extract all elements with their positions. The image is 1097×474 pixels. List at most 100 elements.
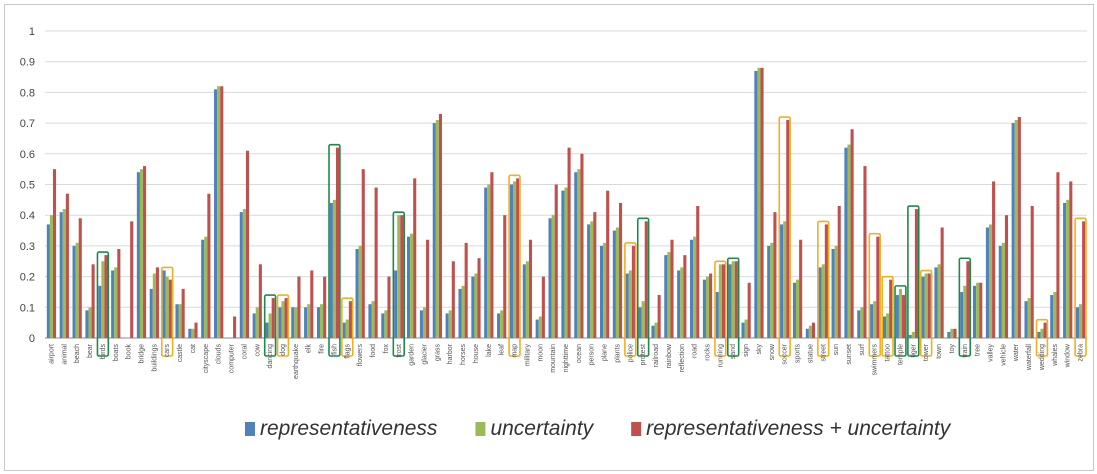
x-tick-label: military [524, 344, 531, 367]
bar-representativeness [548, 218, 552, 338]
bar-representativeness-uncertainty [91, 264, 95, 338]
bar-representativeness [587, 224, 591, 338]
bar-representativeness-uncertainty [271, 298, 275, 338]
bar-uncertainty [873, 301, 877, 338]
x-tick-label: moon [537, 344, 544, 362]
bar-representativeness [175, 304, 179, 338]
bar-uncertainty [937, 264, 941, 338]
bar-representativeness [664, 255, 668, 338]
legend-label: uncertainty [490, 417, 594, 440]
bar-uncertainty [139, 169, 144, 338]
x-tick-label: castle [177, 344, 184, 362]
highlight-box [958, 257, 972, 357]
y-tick-label: 0.7 [20, 118, 35, 130]
y-tick-label: 0.1 [20, 302, 35, 314]
x-axis-ticks: airport animal beach bear birds boats book brid… [48, 343, 1084, 379]
x-tick-label: road [692, 344, 699, 358]
bar-representativeness-uncertainty [850, 129, 854, 338]
bar-representativeness-uncertainty [130, 221, 134, 338]
bar-representativeness-uncertainty [567, 147, 571, 338]
bar-representativeness-uncertainty [580, 153, 584, 338]
bar-uncertainty [88, 307, 92, 338]
bar-uncertainty [963, 285, 967, 338]
bar-representativeness-uncertainty [528, 239, 533, 338]
bar-uncertainty [474, 273, 478, 338]
bar-representativeness [368, 304, 372, 338]
bar-representativeness [458, 288, 462, 338]
bar-representativeness [715, 291, 719, 338]
highlight-box [907, 205, 920, 357]
bar-representativeness-uncertainty [413, 178, 417, 338]
bar-representativeness [857, 310, 861, 338]
bar-representativeness-uncertainty [335, 147, 340, 338]
highlight-box [160, 266, 174, 357]
bar-representativeness [111, 270, 115, 338]
bar-representativeness [406, 236, 411, 338]
bar-representativeness [419, 310, 423, 338]
bar-uncertainty [525, 261, 529, 338]
bar-representativeness-uncertainty [1069, 181, 1073, 338]
y-tick-label: 0.5 [20, 180, 35, 192]
x-tick-label: cow [254, 343, 261, 356]
bar-uncertainty [255, 307, 259, 338]
bar-uncertainty [422, 307, 427, 338]
x-tick-label: sun [833, 344, 840, 355]
bar-representativeness [201, 239, 205, 338]
x-tick-label: reflection [679, 344, 686, 373]
bar-representativeness-uncertainty [889, 279, 893, 338]
bar-uncertainty [281, 301, 285, 338]
bar-uncertainty [435, 120, 439, 338]
y-tick-label: 0 [29, 333, 35, 345]
bar-uncertainty [898, 288, 903, 338]
bar-representativeness-uncertainty [143, 166, 147, 338]
bar-representativeness-uncertainty [734, 261, 738, 338]
bar-representativeness [214, 89, 218, 338]
bar-uncertainty [371, 301, 375, 338]
bar-representativeness-uncertainty [799, 239, 803, 338]
x-tick-label: tree [975, 344, 982, 356]
bar-representativeness [72, 245, 76, 338]
bar-representativeness-uncertainty [1082, 221, 1086, 338]
bar-representativeness [690, 239, 694, 338]
bar-representativeness-uncertainty [696, 205, 700, 338]
legend: representativeness uncertainty representat… [245, 417, 952, 440]
highlight-box [868, 232, 881, 357]
bar-representativeness [574, 172, 578, 338]
bar-uncertainty [345, 319, 349, 338]
bar-representativeness [625, 273, 629, 338]
bar-representativeness [844, 147, 848, 338]
y-tick-label: 0.4 [20, 210, 35, 222]
x-tick-label: fish [331, 344, 338, 355]
bar-representativeness [998, 245, 1002, 338]
bar-representativeness-uncertainty [863, 166, 867, 338]
bar-representativeness [381, 313, 385, 338]
bar-representativeness-uncertainty [593, 212, 597, 338]
bar-representativeness [908, 334, 912, 338]
bar-representativeness [535, 319, 539, 338]
y-tick-label: 0.2 [20, 272, 35, 284]
bar-uncertainty [1001, 242, 1005, 338]
bar-representativeness [1063, 202, 1067, 338]
bar-representativeness [1024, 301, 1028, 338]
x-tick-label: tiger [910, 343, 917, 357]
bar-uncertainty [294, 307, 298, 338]
bar-representativeness-uncertainty [657, 295, 661, 338]
x-tick-label: ocean [576, 344, 583, 363]
bar-uncertainty [860, 307, 864, 338]
x-tick-label: frost [396, 344, 403, 358]
x-tick-label: grass [434, 344, 441, 362]
x-tick-label: person [589, 344, 596, 366]
bar-uncertainty [75, 242, 79, 338]
bar-uncertainty [1040, 328, 1044, 338]
bar-representativeness-uncertainty [78, 218, 82, 338]
x-tick-label: lake [486, 344, 493, 357]
bar-representativeness-uncertainty [606, 190, 610, 338]
x-tick-label: beach [74, 344, 81, 363]
bar-representativeness [870, 304, 874, 338]
legend-swatch [245, 422, 255, 436]
x-tick-label: town [936, 344, 943, 359]
bar-representativeness [497, 313, 501, 338]
bar-representativeness-uncertainty [1004, 215, 1009, 338]
highlight-box [341, 297, 354, 357]
x-tick-label: wedding [1039, 344, 1046, 371]
